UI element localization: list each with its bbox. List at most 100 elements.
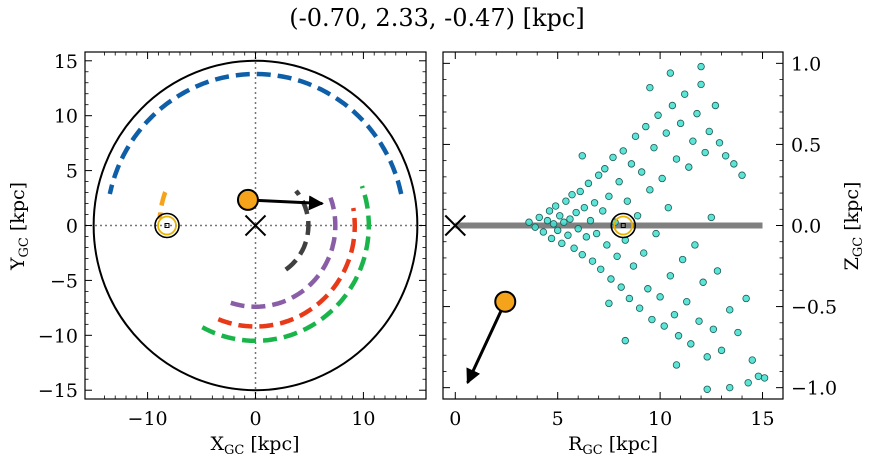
scatter-point [658, 174, 666, 183]
scatter-point [666, 69, 675, 77]
scatter-point [619, 147, 627, 155]
scatter-point [678, 255, 687, 264]
right-ytick-label: 0.0 [791, 216, 821, 238]
scatter-point [672, 361, 681, 369]
scatter-point [648, 315, 656, 324]
scatter-point [627, 160, 636, 168]
scatter-point [670, 310, 679, 319]
scatter-point [582, 233, 591, 241]
left-xtick-label: 10 [351, 408, 375, 430]
scatter-point [637, 168, 646, 176]
scatter-points [525, 52, 769, 393]
scatter-point [689, 137, 697, 145]
scatter-point [570, 244, 578, 252]
right-x-axis-label: RGC [kpc] [568, 433, 658, 458]
scatter-point [578, 152, 586, 160]
scatter-point [683, 298, 691, 306]
left-ytick-label: 15 [54, 51, 78, 73]
scatter-point [748, 356, 756, 364]
scatter-point [687, 340, 695, 348]
scatter-point [738, 171, 746, 179]
scatter-point [594, 171, 603, 179]
scatter-point [656, 293, 664, 301]
right-xtick-label: 5 [552, 408, 564, 430]
scatter-point [644, 285, 652, 293]
right-sun-marker-core [620, 223, 626, 228]
left-galactic-center-marker [244, 214, 267, 237]
scatter-point [674, 332, 683, 340]
scatter-point [553, 226, 562, 235]
arm-sagittarius [217, 207, 358, 329]
left-velocity-arrow [247, 195, 324, 211]
right-xtick-label: 0 [449, 408, 461, 430]
arm-scutum [230, 196, 338, 309]
left-y-axis-label: YGC [kpc] [7, 182, 32, 271]
boundary-circle [92, 59, 419, 392]
figure-title: (-0.70, 2.33, -0.47) [kpc] [289, 4, 584, 32]
left-sun-marker-outer [154, 212, 180, 239]
scatter-point [721, 152, 730, 160]
scatter-point [599, 207, 607, 215]
left-xtick-label: −10 [128, 408, 168, 430]
local-spur [157, 191, 168, 219]
scatter-point [566, 215, 574, 223]
scatter-point [562, 197, 570, 205]
scatter-point [642, 122, 650, 131]
left-xtick-label: 0 [249, 408, 261, 430]
scatter-point [615, 178, 623, 186]
scatter-point [605, 192, 613, 201]
scatter-point [734, 328, 742, 337]
right-velocity-arrow [466, 301, 507, 385]
scatter-point [551, 202, 560, 210]
left-ytick-label: 0 [66, 216, 78, 238]
scatter-point [650, 143, 658, 152]
right-ytick-label: −0.5 [791, 297, 837, 319]
left-panel: −10 0 10 15 10 5 0 −5 −10 −15 XGC [kpc] YGC [kpc] [7, 51, 427, 458]
scatter-point [543, 216, 552, 225]
scatter-point [705, 127, 713, 136]
right-sun-marker [610, 212, 637, 239]
scatter-point [652, 229, 660, 238]
scatter-point [717, 346, 726, 355]
scatter-point [572, 208, 580, 217]
scatter-point [726, 383, 734, 392]
left-object-marker [236, 188, 259, 211]
scatter-point [633, 212, 642, 220]
scatter-point [590, 199, 599, 207]
scatter-point [607, 275, 615, 283]
scatter-point [730, 160, 738, 168]
scatter-point [625, 294, 634, 303]
scatter-point [744, 379, 752, 387]
right-y-axis-label: ZGC [kpc] [841, 182, 866, 271]
scatter-point [742, 294, 750, 303]
scatter-point [592, 229, 601, 238]
right-xtick-label: 10 [648, 408, 672, 430]
scatter-point [560, 218, 568, 226]
scatter-point [621, 336, 629, 345]
right-ticks: 0 5 10 15 1.0 0.5 0.0 −0.5 −1.0 [443, 52, 837, 430]
scatter-point [672, 155, 681, 163]
right-panel: 0 5 10 15 1.0 0.5 0.0 −0.5 −1.0 RGC [kpc] ZGC [k… [442, 51, 866, 458]
scatter-point [617, 283, 625, 291]
scatter-point [588, 257, 597, 265]
left-plot-area [85, 52, 426, 399]
scatter-point [631, 132, 640, 141]
scatter-point [547, 234, 556, 243]
scatter-point [691, 241, 699, 249]
scatter-point [576, 187, 584, 196]
scatter-point [703, 385, 711, 393]
scatter-point [676, 119, 685, 128]
scatter-point [713, 267, 722, 275]
scatter-point [685, 163, 693, 171]
scatter-point [726, 306, 734, 314]
left-ytick-label: −15 [38, 380, 78, 402]
scatter-point [660, 322, 668, 330]
scatter-point [525, 218, 533, 226]
scatter-point [754, 372, 763, 380]
left-ticks: −10 0 10 15 10 5 0 −5 −10 −15 [38, 51, 426, 430]
scatter-point [654, 111, 662, 119]
scatter-point [697, 62, 705, 71]
scatter-point [699, 278, 707, 286]
arm-outer [107, 71, 404, 195]
